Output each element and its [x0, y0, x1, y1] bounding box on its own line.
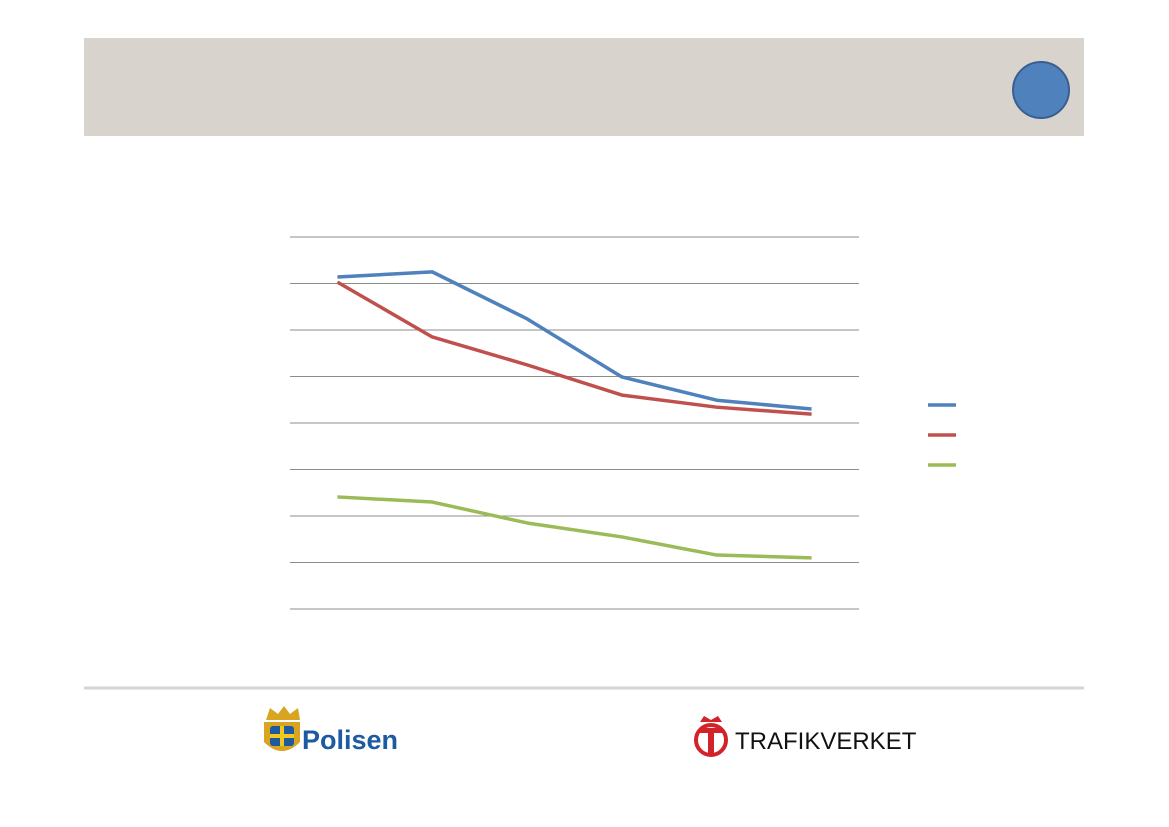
trafikverket-emblem	[694, 716, 728, 757]
header-circle	[1012, 61, 1070, 119]
polisen-logo: Polisen	[302, 725, 398, 755]
data-line	[336, 280, 812, 416]
trafikverket-logo: TRAFIKVERKET	[735, 728, 917, 755]
data-line	[337, 495, 812, 560]
polisen-emblem	[264, 706, 300, 751]
data-line	[337, 270, 812, 411]
header-band	[84, 38, 1084, 136]
